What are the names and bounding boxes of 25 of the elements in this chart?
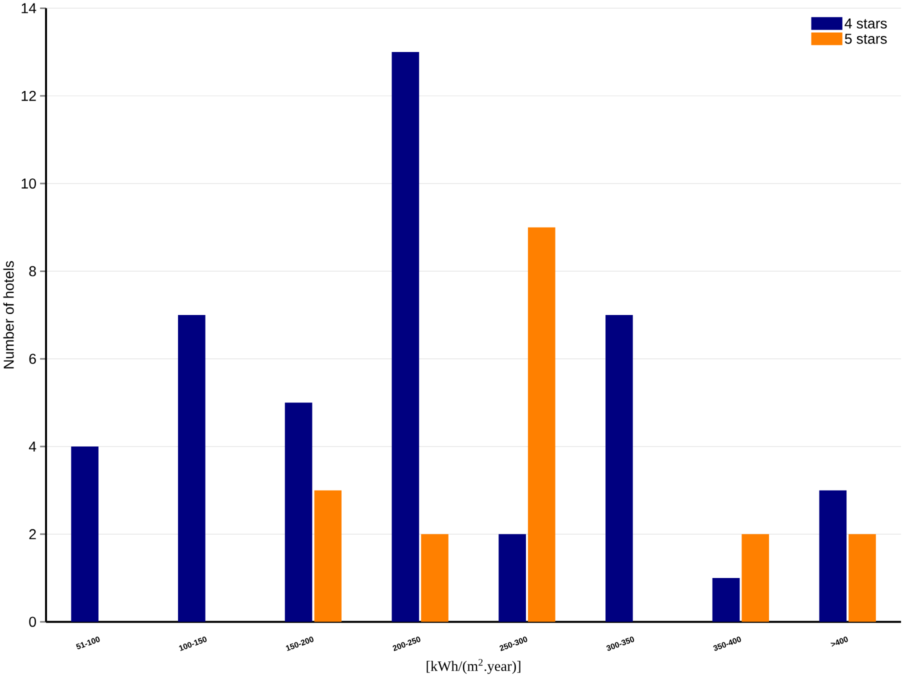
y-tick-label: 0 (29, 616, 36, 627)
y-tick-label: 2 (29, 529, 36, 540)
bar (848, 534, 876, 622)
y-tick-label: 12 (22, 90, 36, 101)
legend-label: 5 stars (844, 34, 887, 44)
y-axis-title: Number of hotels (3, 260, 14, 368)
y-tick-label: 14 (22, 3, 36, 14)
bar (742, 534, 770, 622)
bar (71, 446, 98, 622)
bar (606, 314, 633, 622)
bar (712, 578, 740, 622)
bar (284, 402, 312, 622)
y-tick-label: 8 (29, 266, 36, 276)
bar (178, 314, 206, 622)
bar (819, 490, 847, 622)
y-tick-label: 10 (22, 178, 36, 188)
y-tick-label: 4 (28, 441, 36, 452)
bar (392, 52, 420, 622)
bar (314, 490, 342, 622)
y-tick-label: 6 (29, 354, 36, 364)
x-axis-title: [kWh/(m$^{2}$.year)] (426, 658, 520, 674)
bar (421, 534, 448, 622)
bar (528, 227, 556, 622)
legend-label: 4 stars (844, 18, 887, 28)
bar (498, 534, 526, 622)
